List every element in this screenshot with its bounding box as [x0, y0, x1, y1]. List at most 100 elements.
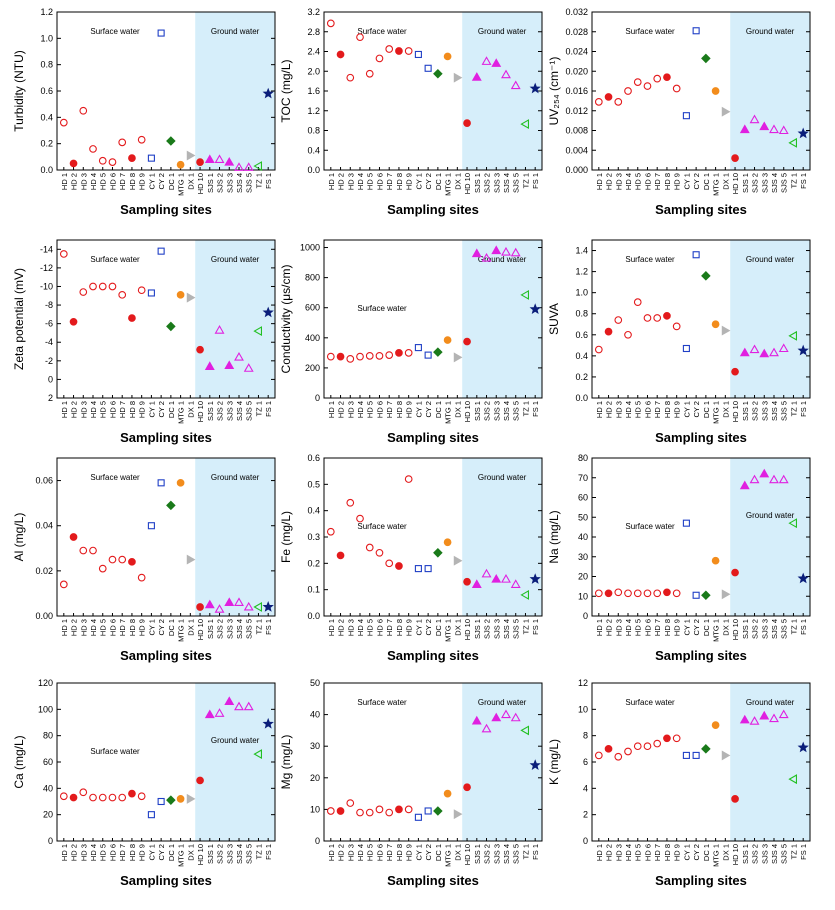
x-tick-label: HD 9: [138, 619, 147, 636]
data-point: [711, 556, 720, 565]
y-tick-label: 0.0: [40, 165, 53, 175]
x-tick-label: SJS 3: [760, 844, 769, 864]
data-point: [424, 807, 432, 815]
y-tick-label: 1.0: [575, 288, 588, 298]
data-point: [501, 574, 511, 583]
data-point: [243, 162, 254, 171]
data-point: [59, 580, 68, 589]
data-point: [672, 734, 681, 743]
x-tick-label: HD 7: [385, 844, 394, 861]
y-tick-label: 0.008: [565, 126, 588, 136]
data-point: [594, 98, 603, 106]
x-tick-label: HD 3: [614, 844, 623, 861]
data-point: [253, 602, 263, 612]
data-point: [234, 162, 244, 171]
x-tick-label: HD 2: [605, 844, 614, 861]
data-point: [769, 124, 779, 134]
x-tick-label: DC 1: [702, 173, 711, 190]
y-tick-label: 1.2: [307, 106, 320, 116]
surface-water-label: Surface water: [357, 522, 407, 531]
y-axis-title: Na (mg/L): [547, 510, 561, 563]
data-point: [520, 119, 530, 130]
x-tick-label: HD 6: [108, 844, 117, 861]
x-tick-label: HD 9: [673, 401, 682, 418]
x-tick-label: CY 1: [147, 401, 156, 418]
x-tick-label: SJS 2: [751, 619, 760, 639]
x-tick-label: SJS 4: [502, 401, 511, 421]
x-tick-label: HD 7: [385, 173, 394, 190]
x-axis-title: Sampling sites: [120, 202, 212, 217]
x-tick-label: DC 1: [702, 401, 711, 418]
x-tick-label: SJS 1: [741, 173, 750, 193]
data-point: [176, 478, 185, 487]
x-tick-label: HD 3: [614, 401, 623, 418]
y-tick-label: -2: [45, 356, 53, 366]
x-tick-label: SJS 5: [780, 619, 789, 639]
data-point: [157, 797, 165, 806]
data-point: [788, 137, 798, 148]
y-tick-label: 0.06: [35, 476, 53, 486]
data-point: [672, 589, 681, 598]
ground-water-shade: [730, 683, 810, 841]
x-tick-label: HD 8: [395, 401, 404, 418]
data-point: [69, 159, 78, 168]
y-tick-label: 10: [578, 704, 588, 714]
data-point: [471, 248, 482, 258]
x-tick-label: HD 3: [614, 173, 623, 190]
data-point: [739, 124, 750, 134]
x-tick-label: TZ 1: [521, 844, 530, 859]
x-tick-label: HD 7: [118, 401, 127, 418]
x-tick-label: SJS 2: [751, 173, 760, 193]
ground-water-label: Ground water: [746, 255, 795, 264]
data-point: [336, 807, 345, 815]
x-tick-label: MTG 1: [712, 844, 721, 867]
data-point: [404, 805, 413, 814]
x-tick-label: HD 7: [118, 844, 127, 861]
y-tick-label: 0.00: [35, 611, 53, 621]
data-point: [672, 84, 681, 93]
x-tick-label: HD 8: [663, 401, 672, 418]
x-tick-label: MTG 1: [444, 619, 453, 642]
data-point: [739, 714, 750, 724]
x-tick-label: CY 2: [157, 173, 166, 190]
x-tick-label: TZ 1: [521, 173, 530, 188]
surface-water-label: Surface water: [357, 698, 407, 707]
data-point: [788, 330, 798, 341]
data-point: [128, 314, 136, 322]
data-point: [214, 154, 225, 164]
ground-water-label: Ground water: [211, 255, 260, 264]
x-tick-label: FS 1: [799, 173, 808, 189]
x-tick-label: SJS 3: [225, 844, 234, 864]
x-tick-label: HD 5: [634, 173, 643, 190]
x-tick-label: CY 2: [157, 619, 166, 636]
x-tick-label: HD 4: [624, 401, 633, 418]
x-tick-label: DX 1: [186, 173, 195, 190]
x-tick-label: SJS 4: [502, 619, 511, 639]
x-tick-label: MTG 1: [177, 401, 186, 424]
x-tick-label: TZ 1: [254, 173, 263, 188]
data-point: [118, 555, 127, 564]
data-point: [356, 33, 364, 42]
x-tick-label: HD 10: [731, 401, 740, 422]
data-point: [520, 589, 530, 600]
data-point: [346, 73, 355, 82]
x-tick-label: CY 2: [692, 619, 701, 636]
x-tick-label: HD 1: [327, 619, 336, 636]
y-tick-label: 0.6: [575, 330, 588, 340]
x-tick-label: DX 1: [186, 401, 195, 418]
data-point: [137, 286, 146, 295]
x-tick-label: HD 2: [337, 619, 346, 636]
x-tick-label: SJS 5: [245, 401, 254, 421]
x-tick-label: HD 4: [624, 844, 633, 861]
data-point: [604, 744, 613, 753]
x-tick-label: MTG 1: [177, 619, 186, 642]
x-tick-label: HD 5: [99, 619, 108, 636]
x-tick-label: HD 10: [463, 844, 472, 865]
x-axis-title: Sampling sites: [387, 202, 479, 217]
y-tick-label: 1.6: [307, 86, 320, 96]
x-tick-label: FS 1: [264, 401, 273, 417]
y-axis-title: K (mg/L): [547, 739, 561, 785]
data-point: [529, 573, 541, 584]
x-tick-label: SJS 4: [235, 844, 244, 864]
data-point: [176, 290, 185, 299]
